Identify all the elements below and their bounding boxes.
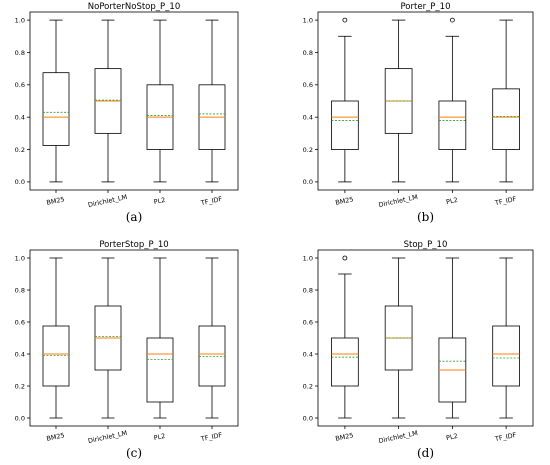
iqr-box xyxy=(331,337,359,387)
y-tick-label: 0.8 xyxy=(303,49,313,57)
y-tick-label: 1.0 xyxy=(303,254,313,262)
y-tick-label: 0.0 xyxy=(15,414,25,422)
y-tick-label: 0.6 xyxy=(303,81,313,89)
box-Dirichlet_LM xyxy=(384,19,413,183)
panel-label: (c) xyxy=(126,446,142,460)
flier-point xyxy=(342,17,348,23)
x-tick-label: PL2 xyxy=(153,432,166,442)
iqr-box xyxy=(492,325,520,387)
x-tick-label: Dirichlet_LM xyxy=(378,193,419,209)
x-tick-label: Dirichlet_LM xyxy=(378,429,419,445)
x-tick-label: Dirichlet_LM xyxy=(87,193,128,209)
x-tick-label: TF_IDF xyxy=(199,431,223,444)
box-TF_IDF xyxy=(492,257,520,419)
y-tick-label: 1.0 xyxy=(303,16,313,24)
panel-a: NoPorterNoStop_P_10 (a) 0.0 0.2 0.4 0.6 0.8 1… xyxy=(15,2,239,224)
box-PL2 xyxy=(438,17,467,183)
chart-title: PorterStop_P_10 xyxy=(99,240,168,250)
panel-label: (a) xyxy=(126,210,143,224)
chart-title: NoPorterNoStop_P_10 xyxy=(88,2,180,12)
y-tick-label: 0.8 xyxy=(303,286,313,294)
x-tick-label: TF_IDF xyxy=(493,195,517,208)
box-PL2 xyxy=(146,257,174,419)
chart-title: Porter_P_10 xyxy=(400,2,450,12)
flier-point xyxy=(342,255,348,261)
y-tick-label: 0.0 xyxy=(15,178,25,186)
y-tick-label: 1.0 xyxy=(15,254,25,262)
panel-c: PorterStop_P_10 (c) 0.0 0.2 0.4 0.6 0.8 1.0 BM… xyxy=(15,240,239,460)
panel-label: (b) xyxy=(417,210,434,224)
y-tick-label: 0.4 xyxy=(303,350,313,358)
y-tick-label: 0.2 xyxy=(303,146,313,154)
iqr-box xyxy=(331,100,359,150)
box-Dirichlet_LM xyxy=(94,257,122,419)
box-BM25 xyxy=(331,17,359,183)
y-tick-label: 0.8 xyxy=(15,286,25,294)
x-tick-label: BM25 xyxy=(46,195,66,207)
y-tick-label: 1.0 xyxy=(15,16,25,24)
y-tick-label: 0.2 xyxy=(15,146,25,154)
y-tick-label: 0.2 xyxy=(303,382,313,390)
box-BM25 xyxy=(331,255,359,419)
y-tick-label: 0.6 xyxy=(15,81,25,89)
plot-frame xyxy=(29,249,239,427)
flier-point xyxy=(449,17,455,23)
box-BM25 xyxy=(42,19,70,183)
x-tick-label: Dirichlet_LM xyxy=(87,429,128,445)
x-tick-label: BM25 xyxy=(335,195,355,207)
y-tick-label: 0.0 xyxy=(303,414,313,422)
panel-d: Stop_P_10 (d) 0.0 0.2 0.4 0.6 0.8 1.0 BM25 Diri… xyxy=(303,240,534,460)
chart-title: Stop_P_10 xyxy=(404,240,448,250)
y-tick-label: 0.6 xyxy=(303,318,313,326)
x-tick-label: PL2 xyxy=(153,196,166,206)
iqr-box xyxy=(492,88,520,150)
plot-frame xyxy=(317,249,534,427)
box-Dirichlet_LM xyxy=(94,19,122,183)
box-TF_IDF xyxy=(198,19,226,183)
y-tick-label: 0.4 xyxy=(15,113,25,121)
panel-b: Porter_P_10 (b) 0.0 0.2 0.4 0.6 0.8 1.0 BM25 Di… xyxy=(303,2,534,224)
y-tick-label: 0.8 xyxy=(15,49,25,57)
box-Dirichlet_LM xyxy=(384,257,413,419)
panel-label: (d) xyxy=(417,446,434,460)
x-tick-label: TF_IDF xyxy=(199,195,223,208)
box-BM25 xyxy=(42,257,70,419)
plot-frame xyxy=(317,11,534,191)
x-tick-label: TF_IDF xyxy=(493,431,517,444)
x-tick-label: BM25 xyxy=(335,431,355,443)
x-tick-label: PL2 xyxy=(445,432,458,442)
box-TF_IDF xyxy=(492,19,520,183)
iqr-box xyxy=(146,337,174,403)
y-tick-label: 0.6 xyxy=(15,318,25,326)
x-tick-label: BM25 xyxy=(46,431,66,443)
y-tick-label: 0.0 xyxy=(303,178,313,186)
box-TF_IDF xyxy=(198,257,226,419)
y-tick-label: 0.4 xyxy=(303,113,313,121)
y-tick-label: 0.2 xyxy=(15,382,25,390)
box-PL2 xyxy=(146,19,174,183)
iqr-box xyxy=(438,100,467,150)
plot-frame xyxy=(29,11,239,191)
iqr-box xyxy=(42,72,70,146)
x-tick-label: PL2 xyxy=(445,196,458,206)
box-PL2 xyxy=(438,257,467,419)
y-tick-label: 0.4 xyxy=(15,350,25,358)
